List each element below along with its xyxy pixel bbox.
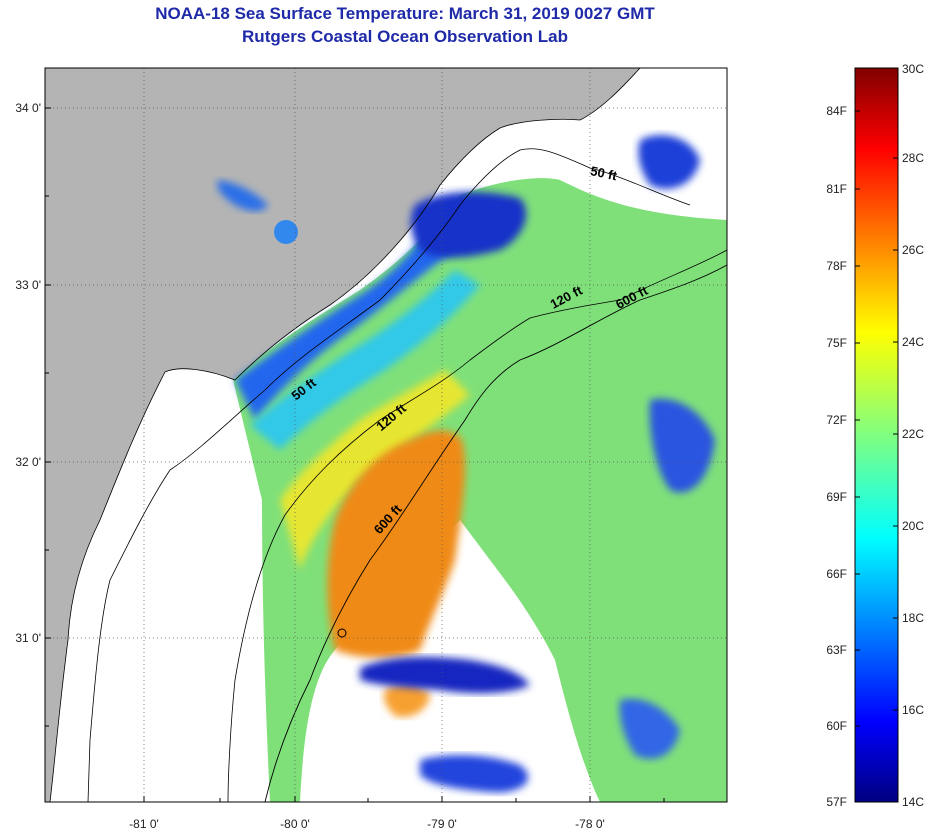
sst-cold-patch-south — [360, 656, 530, 694]
station-marker — [337, 628, 347, 638]
colorbar-gradient — [854, 67, 899, 803]
sst-warm-band — [280, 370, 470, 570]
map-title: NOAA-18 Sea Surface Temperature: March 3… — [155, 4, 655, 23]
isobath-600ft — [264, 264, 727, 802]
sst-swath — [233, 178, 727, 802]
lat-label-34: 34 0' — [15, 101, 41, 115]
sst-cold-patch-south2 — [420, 755, 529, 793]
sst-gulf-stream — [327, 430, 465, 658]
lon-label-81: -81 0' — [129, 817, 159, 831]
cb-label-81f: 81F — [826, 182, 847, 196]
cb-label-30c: 30C — [902, 62, 924, 76]
cb-label-63f: 63F — [826, 643, 847, 657]
sst-cold-nearshore — [235, 215, 470, 420]
cb-label-16c: 16C — [902, 703, 924, 717]
sst-cold-patch-east3 — [619, 698, 680, 759]
cb-label-60f: 60F — [826, 719, 847, 733]
cb-label-24c: 24C — [902, 335, 924, 349]
cb-label-14c: 14C — [902, 795, 924, 809]
cb-label-84f: 84F — [826, 104, 847, 118]
isobath-50ft — [87, 148, 691, 802]
sst-orange-patch — [383, 683, 430, 717]
cb-label-69f: 69F — [826, 490, 847, 504]
sst-cold-patch-east2 — [649, 398, 715, 493]
inland-lake — [274, 220, 298, 244]
lat-label-32: 32 0' — [15, 455, 41, 469]
sst-cold-patch — [410, 191, 527, 258]
map-frame — [44, 67, 728, 803]
cb-label-72f: 72F — [826, 413, 847, 427]
cb-label-20c: 20C — [902, 519, 924, 533]
cb-label-22c: 22C — [902, 427, 924, 441]
land-mass — [45, 68, 640, 802]
inland-water — [217, 180, 268, 212]
map-subtitle: Rutgers Coastal Ocean Observation Lab — [242, 27, 568, 46]
sst-cold-patch-east — [638, 135, 700, 189]
cb-label-28c: 28C — [902, 151, 924, 165]
isobath-label-50ft-north: 50 ft — [589, 163, 619, 183]
cb-label-66f: 66F — [826, 567, 847, 581]
lon-label-78: -78 0' — [575, 817, 605, 831]
cb-label-75f: 75F — [826, 336, 847, 350]
coastline — [49, 68, 641, 802]
lat-label-31: 31 0' — [15, 631, 41, 645]
cb-label-78f: 78F — [826, 259, 847, 273]
cb-label-57f: 57F — [826, 795, 847, 809]
lat-label-33: 33 0' — [15, 278, 41, 292]
cb-label-18c: 18C — [902, 611, 924, 625]
sst-cyan-band — [250, 270, 480, 450]
cb-label-26c: 26C — [902, 243, 924, 257]
lon-label-80: -80 0' — [280, 817, 310, 831]
graticule — [45, 68, 727, 802]
axis-ticks — [45, 107, 665, 802]
lon-label-79: -79 0' — [427, 817, 457, 831]
isobath-120ft — [227, 249, 727, 802]
colorbar: 84F 81F 78F 75F 72F 69F 66F 63F 60F 57F … — [826, 62, 924, 809]
